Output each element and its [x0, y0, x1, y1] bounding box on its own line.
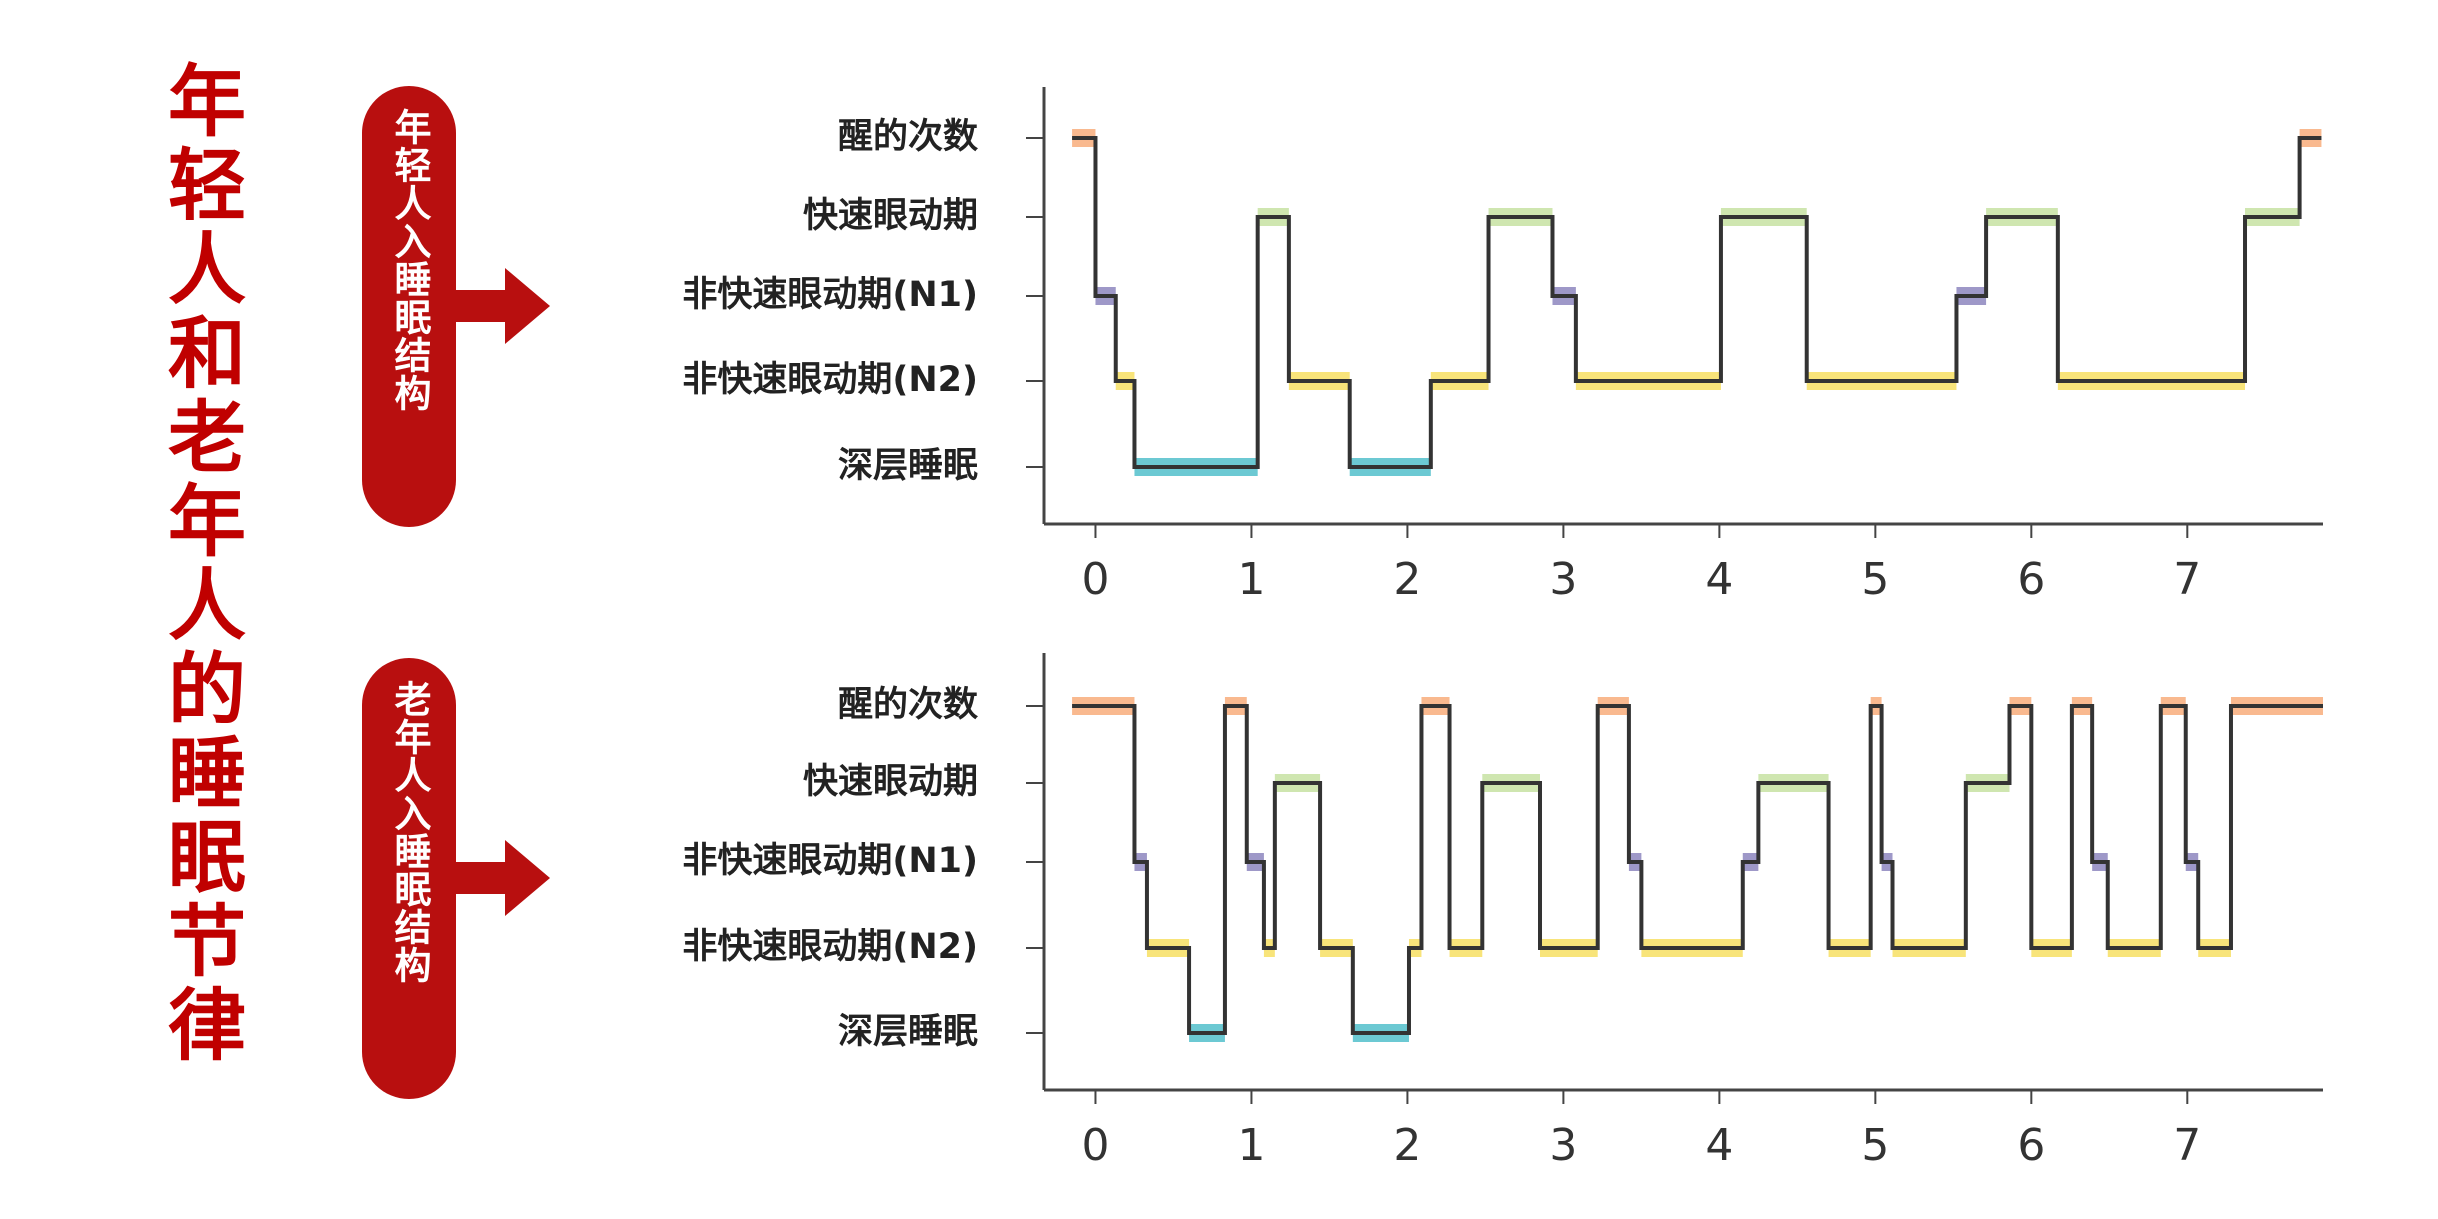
y-tick-label: 非快速眼动期(N1) [682, 275, 978, 315]
x-tick-label: 2 [1393, 1120, 1421, 1171]
y-tick-label: 非快速眼动期(N1) [682, 841, 978, 881]
x-tick-label: 3 [1549, 554, 1577, 605]
arrow [450, 268, 550, 344]
arrow [450, 840, 550, 916]
x-tick-label: 3 [1549, 1120, 1577, 1171]
panel-label: 年轻人入睡眠结构 [388, 108, 431, 412]
x-tick-label: 1 [1237, 1120, 1265, 1171]
y-tick-label: 醒的次数 [838, 685, 978, 725]
y-tick-label: 深层睡眠 [838, 446, 978, 486]
x-tick-label: 1 [1237, 554, 1265, 605]
main-title: 年轻人和老年人的睡眠节律 [155, 60, 245, 1068]
panel-label: 老年人入睡眠结构 [388, 680, 431, 984]
y-tick-label: 非快速眼动期(N2) [682, 360, 978, 400]
y-tick-label: 快速眼动期 [803, 196, 978, 236]
x-tick-label: 2 [1393, 554, 1421, 605]
x-tick-label: 5 [1861, 1120, 1889, 1171]
label-pill [362, 658, 456, 1099]
label-pill [362, 86, 456, 527]
y-tick-label: 深层睡眠 [838, 1012, 978, 1052]
x-tick-label: 5 [1861, 554, 1889, 605]
x-tick-label: 4 [1705, 554, 1733, 605]
x-tick-label: 0 [1081, 1120, 1109, 1171]
x-tick-label: 7 [2173, 1120, 2201, 1171]
x-tick-label: 6 [2017, 1120, 2045, 1171]
x-tick-label: 7 [2173, 554, 2201, 605]
x-tick-label: 4 [1705, 1120, 1733, 1171]
x-tick-label: 6 [2017, 554, 2045, 605]
hypnogram-line [1072, 136, 2322, 469]
y-tick-label: 醒的次数 [838, 117, 978, 157]
x-tick-label: 0 [1081, 554, 1109, 605]
y-tick-label: 快速眼动期 [803, 762, 978, 802]
y-tick-label: 非快速眼动期(N2) [682, 927, 978, 967]
hypnogram-line [1072, 704, 2323, 1035]
